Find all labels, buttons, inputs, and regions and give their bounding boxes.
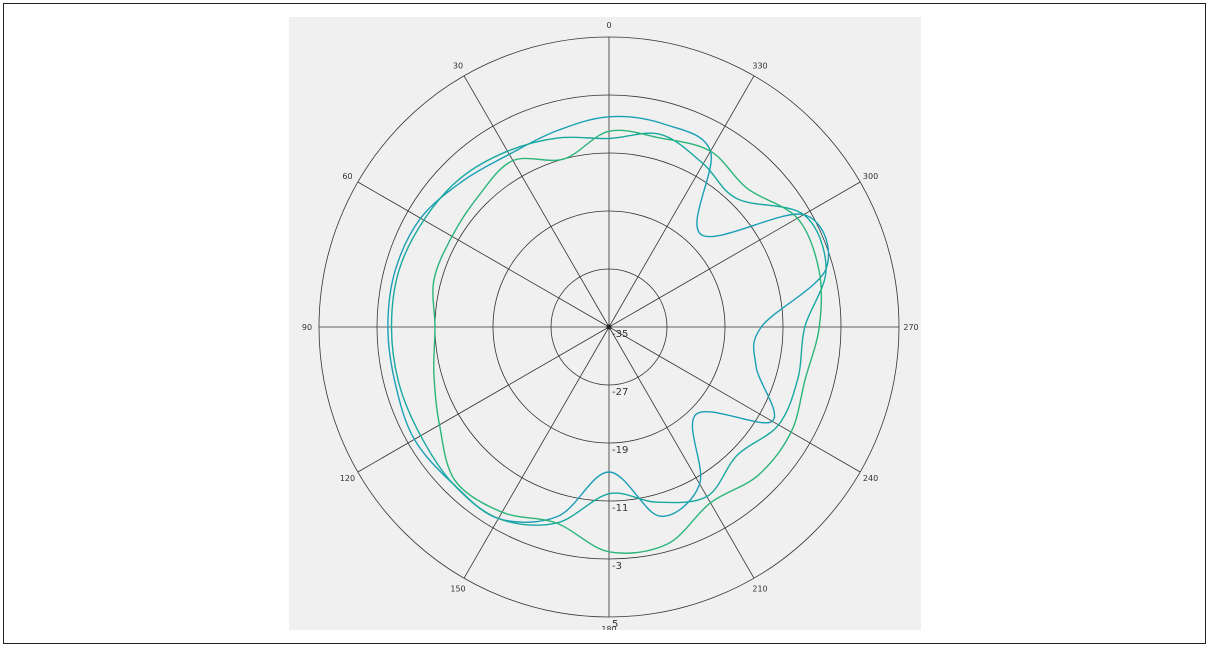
angle-tick-label: 90 — [302, 323, 312, 332]
series-line-2 — [390, 132, 827, 526]
angular-grid-line — [608, 75, 755, 328]
angle-tick-label: 240 — [863, 474, 878, 483]
angle-tick-label: 0 — [606, 21, 611, 30]
angle-tick-label: 30 — [453, 61, 463, 70]
angular-grid-line — [608, 181, 861, 328]
angle-tick-label: 210 — [752, 585, 767, 594]
radial-tick-label: -11 — [612, 503, 628, 514]
radial-tick-label: -3 — [612, 561, 622, 572]
radial-tick-labels: -35-27-19-11-35 — [612, 329, 628, 630]
radial-tick-label: 5 — [612, 619, 618, 630]
series-line-1 — [387, 115, 830, 523]
angle-tick-label: 120 — [340, 474, 355, 483]
angular-grid-line — [357, 181, 610, 328]
center-point — [606, 324, 612, 330]
series-line-3 — [432, 129, 823, 554]
angle-tick-label: 270 — [903, 323, 918, 332]
angle-tick-label: 300 — [863, 172, 878, 181]
angle-tick-labels: 0 30 60 90 120 150 180 210 240 270 300 330 — [302, 21, 919, 630]
angular-grid — [319, 37, 899, 617]
radial-tick-label: -27 — [612, 387, 628, 398]
angular-grid-line — [608, 326, 861, 473]
angle-tick-label: 330 — [752, 61, 767, 70]
radial-tick-label: -19 — [612, 445, 628, 456]
plot-background — [289, 17, 921, 630]
series-layer — [387, 115, 830, 554]
angle-tick-label: 60 — [342, 172, 352, 181]
radial-tick-label: -35 — [612, 329, 628, 340]
angle-tick-label: 150 — [450, 585, 465, 594]
angular-grid-line — [608, 326, 755, 579]
angle-tick-label: 180 — [601, 625, 616, 630]
angular-grid-line — [357, 326, 610, 473]
angular-grid-line — [463, 75, 610, 328]
angular-grid-line — [463, 326, 610, 579]
